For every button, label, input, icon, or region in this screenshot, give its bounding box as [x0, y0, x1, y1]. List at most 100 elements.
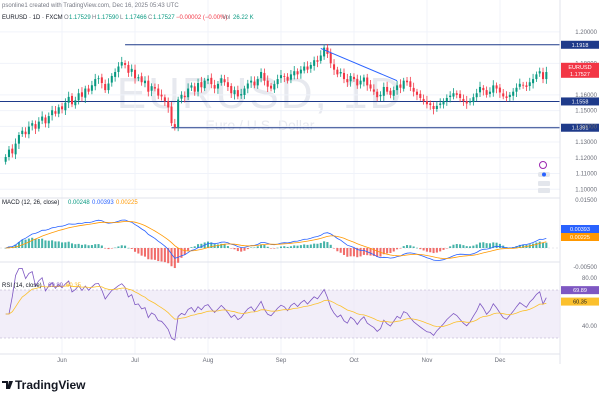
trendline[interactable]	[320, 47, 398, 82]
macd-histogram-bar	[147, 248, 150, 260]
candle-body	[51, 110, 54, 116]
macd-legend[interactable]: MACD (12, 26, close) 0.00248 0.00393 0.0…	[2, 200, 138, 206]
macd-histogram-bar	[54, 241, 57, 248]
macd-histogram-bar	[319, 242, 322, 248]
macd-histogram-bar	[492, 242, 495, 248]
candle-body	[545, 72, 548, 80]
rsi-band	[0, 290, 560, 338]
macd-histogram-bar	[124, 245, 127, 248]
macd-histogram-bar	[472, 245, 475, 248]
candle-body	[160, 94, 163, 97]
eye-icon[interactable]	[538, 181, 550, 186]
header-h-value: 1.17590	[97, 15, 119, 21]
candle-body	[382, 86, 385, 96]
price-axis[interactable]: 1.200001.180001.160001.150001.140001.130…	[561, 30, 599, 193]
rsi-value-tag	[561, 286, 599, 295]
candle-body	[349, 75, 352, 82]
candle-body	[70, 95, 74, 105]
macd-histogram-bar	[419, 248, 422, 250]
macd-histogram-bar	[303, 244, 306, 248]
macd-value-tag	[561, 233, 599, 241]
candle-body	[462, 98, 465, 102]
macd-histogram-bar	[449, 246, 452, 248]
macd-histogram-bar	[74, 244, 77, 248]
candle-body	[522, 84, 525, 86]
rsi-value-tag	[561, 297, 599, 306]
header-credit: psonline1 created with TradingView.com, …	[2, 3, 179, 9]
candle-body	[442, 101, 445, 105]
macd-histogram-bar	[445, 248, 448, 249]
macd-histogram-bar	[206, 241, 210, 248]
candle-body	[31, 123, 34, 126]
candle-body	[17, 134, 20, 144]
candle-body	[94, 79, 97, 87]
macd-title: MACD (12, 26, close)	[2, 200, 59, 206]
macd-histogram-bar	[392, 248, 395, 252]
chart-side-controls[interactable]	[538, 161, 550, 194]
candle-body	[104, 83, 107, 91]
macd-histogram-bar	[429, 248, 432, 253]
macd-histogram-bar	[475, 244, 478, 248]
candle-body	[316, 60, 319, 62]
candle-body	[269, 85, 273, 89]
macd-histogram-bar	[498, 243, 501, 248]
header-change: −0.00002 (−0.00%)	[176, 15, 227, 21]
time-axis[interactable]: Jun Jul Aug Sep Oct Nov Dec	[57, 358, 505, 364]
macd-histogram-bar	[455, 244, 458, 248]
macd-histogram-bar	[87, 245, 90, 248]
brand-logo[interactable]: TradingView	[2, 378, 86, 392]
macd-histogram-bar	[346, 248, 349, 257]
header-o-label: O	[64, 15, 69, 21]
macd-histogram-bar	[452, 244, 455, 248]
header-legend: psonline1 created with TradingView.com, …	[2, 3, 254, 21]
candle-body	[180, 94, 183, 99]
candle-body	[293, 71, 296, 76]
candle-body	[419, 93, 422, 98]
macd-histogram-bar	[405, 245, 409, 248]
macd-histogram-bar	[422, 248, 425, 251]
brand-name: TradingView	[15, 378, 86, 392]
macd-histogram-bar	[236, 248, 239, 252]
candle-body	[266, 80, 269, 87]
macd-histogram-bar	[293, 245, 296, 248]
rsi-legend[interactable]: RSI (14, close) 69.89 60.35	[2, 283, 82, 289]
candle-body	[435, 105, 438, 109]
macd-value-hist: 0.00248	[68, 200, 90, 206]
price-tick-label: 1.15000	[575, 109, 597, 115]
candle-body	[223, 79, 226, 83]
macd-histogram-bar	[465, 246, 468, 248]
trendline-segment[interactable]	[320, 47, 398, 82]
candle-body	[405, 80, 409, 83]
header-symbol[interactable]: EURUSD · 1D · FXCM	[2, 15, 63, 21]
candle-body	[492, 85, 495, 93]
level-tag	[561, 40, 599, 49]
candle-body	[376, 91, 379, 98]
candle-body	[333, 64, 336, 70]
settings-icon[interactable]	[538, 188, 550, 193]
macd-histogram-bar	[326, 242, 329, 248]
candle-body	[352, 76, 355, 80]
macd-histogram-bar	[94, 244, 97, 248]
macd-histogram-bar	[163, 248, 166, 263]
level-tag-label: 1.1391	[572, 126, 589, 132]
candle-body	[425, 101, 428, 105]
macd-histogram-bar	[323, 241, 326, 248]
macd-histogram-bar	[177, 248, 180, 263]
candle-body	[283, 76, 286, 77]
macd-histogram-bar	[190, 247, 193, 248]
macd-histogram-bar	[296, 245, 299, 248]
candle-body	[7, 149, 11, 158]
macd-histogram-bar	[299, 245, 302, 248]
time-tick-label: Dec	[495, 358, 506, 364]
header-l-label: L	[120, 15, 124, 21]
alert-icon[interactable]	[539, 161, 547, 169]
candle-body	[273, 84, 276, 90]
candle-body	[379, 94, 382, 97]
macd-histogram-bar	[435, 248, 438, 253]
macd-histogram-bar	[117, 246, 120, 248]
macd-histogram-bar	[97, 244, 100, 248]
macd-histogram-bar	[545, 242, 548, 248]
